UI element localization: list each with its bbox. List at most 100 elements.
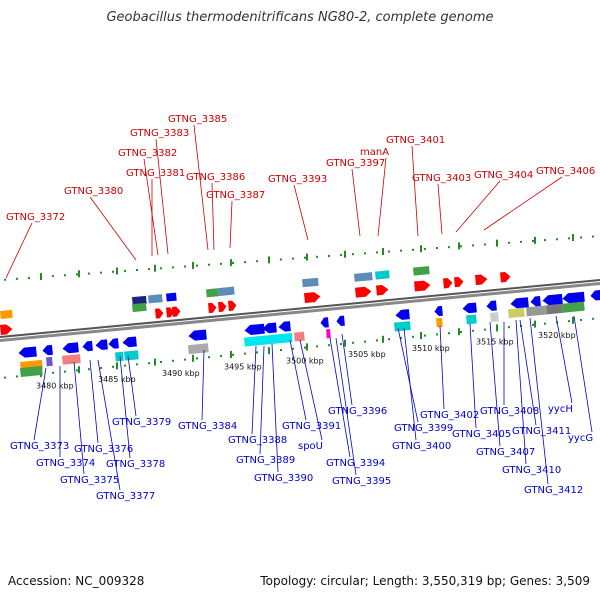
- track-dot: [16, 375, 18, 378]
- backbone-line-top: [0, 279, 600, 338]
- track-dot: [64, 274, 66, 277]
- track-tick: [154, 264, 156, 272]
- forward-gene-shape: [304, 292, 321, 304]
- forward-gene-shape: [172, 306, 181, 317]
- track-tick: [306, 253, 308, 261]
- leader-line-bottom: [529, 317, 549, 485]
- reverse-gene: [320, 317, 329, 328]
- track-dot: [208, 356, 210, 359]
- feature-box-shape: [302, 277, 319, 288]
- reverse-gene-shape: [510, 297, 529, 309]
- track-tick: [116, 267, 118, 275]
- feature-box: [132, 295, 147, 306]
- track-dot: [568, 237, 570, 240]
- reverse-gene-shape: [82, 340, 93, 352]
- feature-box: [132, 302, 147, 313]
- track-dot: [400, 249, 402, 252]
- leader-line-top: [377, 157, 387, 237]
- gene-label-bottom: GTNG_3412: [524, 485, 583, 496]
- kbp-tick-label: 3495 kbp: [224, 363, 262, 372]
- feature-box-shape: [46, 356, 53, 367]
- gene-label-bottom: GTNG_3394: [326, 458, 385, 469]
- reverse-gene: [62, 342, 79, 354]
- feature-box: [466, 314, 477, 325]
- leader-line-bottom: [259, 345, 265, 455]
- reverse-gene-shape: [462, 302, 477, 314]
- track-dot: [76, 369, 78, 372]
- feature-box-shape: [115, 351, 124, 362]
- forward-gene-shape: [155, 308, 164, 319]
- track-dot: [412, 248, 414, 251]
- reverse-gene: [95, 339, 108, 350]
- leader-line-bottom: [439, 325, 445, 410]
- leader-line-bottom: [329, 337, 351, 458]
- track-tick: [534, 236, 536, 244]
- forward-gene-shape: [355, 286, 372, 298]
- feature-box: [218, 286, 235, 297]
- leader-line-top: [351, 168, 361, 237]
- track-tick: [420, 332, 422, 339]
- kbp-tick-label: 3515 kbp: [476, 337, 514, 346]
- track-dot: [520, 240, 522, 243]
- gene-label-bottom: GTNG_3405: [452, 429, 511, 440]
- track-dot: [244, 352, 246, 355]
- track-dot: [196, 264, 198, 267]
- feature-box-shape: [490, 312, 499, 322]
- gene-label-top: GTNG_3372: [6, 212, 65, 223]
- track-dot: [484, 243, 486, 246]
- forward-gene: [172, 306, 181, 317]
- track-dot: [544, 322, 546, 325]
- track-tick: [534, 320, 536, 328]
- feature-box-shape: [132, 295, 147, 306]
- track-dot: [484, 328, 486, 331]
- track-dot: [148, 268, 150, 271]
- forward-gene: [155, 308, 164, 319]
- feature-box: [562, 301, 585, 313]
- track-dot: [160, 267, 162, 270]
- genome-summary-text: Topology: circular; Length: 3,550,319 bp…: [260, 574, 590, 588]
- leader-line-bottom: [201, 349, 205, 421]
- track-dot: [88, 272, 90, 275]
- feature-box: [124, 350, 139, 361]
- feature-box-shape: [508, 307, 525, 319]
- leader-line-top: [483, 176, 563, 231]
- track-dot: [4, 278, 6, 281]
- gene-label-bottom: GTNG_3389: [236, 455, 295, 466]
- gene-label-top: GTNG_3383: [130, 128, 189, 139]
- track-dot: [436, 247, 438, 250]
- track-dot: [448, 246, 450, 249]
- track-dot: [220, 262, 222, 265]
- reverse-gene: [395, 309, 410, 320]
- track-dot: [220, 355, 222, 357]
- reverse-gene: [278, 321, 291, 332]
- track-tick: [268, 347, 270, 355]
- forward-gene: [355, 286, 372, 298]
- track-dot: [280, 349, 282, 351]
- kbp-tick-label: 3480 kbp: [36, 381, 74, 390]
- gene-label-bottom: GTNG_3388: [228, 435, 287, 446]
- track-dot: [52, 371, 54, 374]
- gene-label-top: GTNG_3397: [326, 158, 385, 169]
- reverse-gene: [18, 346, 37, 358]
- feature-box-shape: [394, 321, 411, 332]
- reverse-gene: [244, 323, 265, 335]
- reverse-gene: [434, 305, 443, 317]
- track-tick: [192, 354, 194, 362]
- track-dot: [88, 368, 90, 371]
- gene-label-bottom: GTNG_3376: [74, 444, 133, 455]
- forward-gene-shape: [376, 284, 389, 296]
- track-dot: [580, 236, 582, 239]
- feature-box-shape: [354, 272, 373, 282]
- feature-box-shape: [0, 309, 13, 319]
- forward-gene: [454, 276, 464, 288]
- feature-box: [326, 329, 331, 339]
- gene-label-bottom: yycG: [568, 433, 593, 444]
- forward-gene-shape: [0, 324, 13, 335]
- kbp-tick-label: 3490 kbp: [162, 369, 200, 378]
- track-dot: [292, 257, 294, 260]
- track-dot: [592, 317, 594, 320]
- track-dot: [232, 353, 234, 356]
- track-dot: [388, 338, 390, 341]
- track-tick: [344, 250, 346, 258]
- feature-box-shape: [20, 365, 43, 377]
